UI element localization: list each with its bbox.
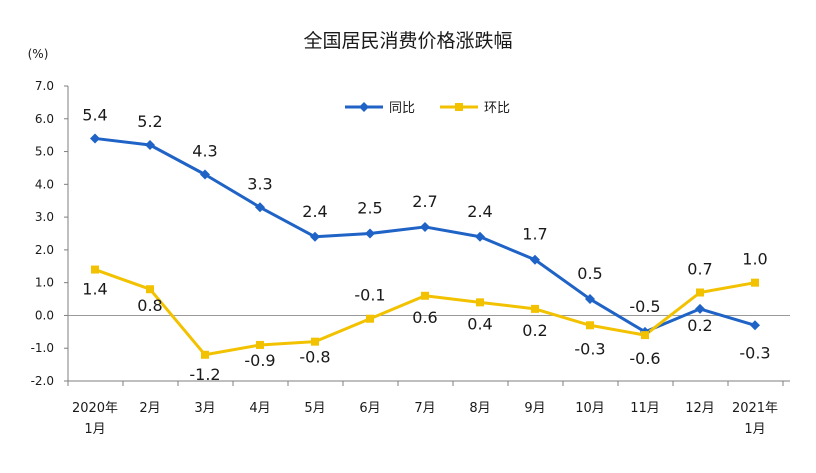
x-tick-label: 6月 [359, 401, 380, 416]
data-point-mom [421, 291, 429, 300]
data-point-yoy [255, 202, 265, 213]
data-point-yoy [475, 231, 485, 242]
data-point-yoy [200, 169, 210, 180]
data-labels: 5.4 5.2 4.3 3.3 2.4 2.5 2.7 2.4 1.7 0.5 -0.5 0.2 -0.… [82, 105, 770, 383]
data-label-mom: -0.3 [574, 339, 605, 358]
y-tick-label: 3.0 [35, 210, 54, 224]
data-label-yoy: 2.7 [412, 192, 437, 211]
chart-title: 全国居民消费价格涨跌幅 [303, 30, 512, 52]
y-tick-label: 2.0 [35, 243, 54, 257]
data-label-mom: 1.0 [742, 250, 767, 269]
data-label-yoy: 2.4 [302, 202, 327, 221]
data-label-mom: 0.8 [137, 296, 162, 315]
series-layer [90, 133, 760, 359]
data-point-mom [751, 278, 759, 287]
data-point-mom [696, 288, 704, 297]
data-label-mom: 0.2 [522, 321, 547, 340]
data-label-yoy: 1.7 [522, 225, 547, 244]
x-tick-label: 3月 [194, 401, 215, 416]
data-point-yoy [695, 303, 705, 314]
data-point-mom [476, 298, 484, 307]
data-label-yoy: 3.3 [247, 174, 272, 193]
data-label-mom: -0.1 [354, 286, 385, 305]
data-label-mom: -1.2 [189, 365, 220, 384]
data-label-mom: 0.6 [412, 308, 437, 327]
data-point-yoy [420, 221, 430, 232]
data-point-yoy [310, 231, 320, 242]
x-tick-label: 2月 [139, 401, 160, 416]
data-label-mom: -0.8 [299, 348, 330, 367]
data-point-yoy [530, 254, 540, 265]
legend-marker [455, 103, 463, 111]
data-point-yoy [750, 320, 760, 331]
data-point-yoy [585, 294, 595, 305]
y-unit-label: (%) [28, 47, 49, 61]
y-tick-label: 6.0 [35, 112, 54, 126]
data-point-mom [531, 304, 539, 313]
data-label-yoy: -0.3 [739, 343, 770, 362]
x-tick-label: 4月 [249, 401, 270, 416]
data-label-yoy: 5.4 [82, 105, 107, 124]
data-point-mom [366, 314, 374, 323]
data-point-mom [586, 321, 594, 330]
legend: 同比 环比 [345, 101, 510, 116]
data-label-mom: 0.7 [687, 260, 712, 279]
data-label-yoy: 5.2 [137, 112, 162, 131]
data-label-mom: 1.4 [82, 280, 107, 299]
x-tick-label: 7月 [414, 401, 435, 416]
data-label-yoy: 0.5 [577, 264, 602, 283]
x-tick-label: 9月 [524, 401, 545, 416]
data-label-mom: -0.9 [244, 351, 275, 370]
data-point-mom [146, 285, 154, 294]
y-tick-label: 1.0 [35, 276, 54, 290]
y-tick-label: 5.0 [35, 145, 54, 159]
data-point-mom [201, 350, 209, 359]
data-point-mom [256, 340, 264, 349]
data-point-yoy [145, 140, 155, 150]
y-tick-label: 4.0 [35, 177, 54, 191]
x-tick-label: 2020年 1月 [72, 401, 118, 437]
y-tick-label: 7.0 [35, 79, 54, 93]
legend-label: 环比 [484, 101, 510, 116]
data-point-mom [641, 331, 649, 340]
y-tick-label: 0.0 [35, 308, 54, 322]
x-tick-label: 8月 [469, 401, 490, 416]
legend-label: 同比 [389, 101, 415, 116]
data-label-yoy: 2.4 [467, 202, 492, 221]
x-tick-label: 5月 [304, 401, 325, 416]
data-point-yoy [90, 133, 100, 144]
x-tick-label: 2021年 1月 [732, 401, 778, 437]
axes: -2.0 -1.0 0.0 1.0 2.0 3.0 4.0 5.0 6.0 7.0 2020年 1月 2… [31, 79, 790, 437]
data-label-yoy: 0.2 [687, 316, 712, 335]
x-tick-label: 11月 [630, 401, 660, 416]
x-tick-label: 12月 [685, 401, 715, 416]
data-label-mom: -0.6 [629, 349, 660, 368]
data-point-mom [91, 265, 99, 274]
data-label-yoy: 2.5 [357, 199, 382, 218]
x-tick-label: 10月 [575, 401, 605, 416]
data-label-yoy: -0.5 [629, 297, 660, 316]
y-tick-label: -1.0 [31, 341, 54, 355]
y-tick-label: -2.0 [31, 374, 54, 388]
data-point-mom [311, 337, 319, 346]
data-label-yoy: 4.3 [192, 142, 217, 161]
data-label-mom: 0.4 [467, 314, 492, 333]
legend-marker [359, 102, 369, 112]
data-point-yoy [365, 228, 375, 239]
